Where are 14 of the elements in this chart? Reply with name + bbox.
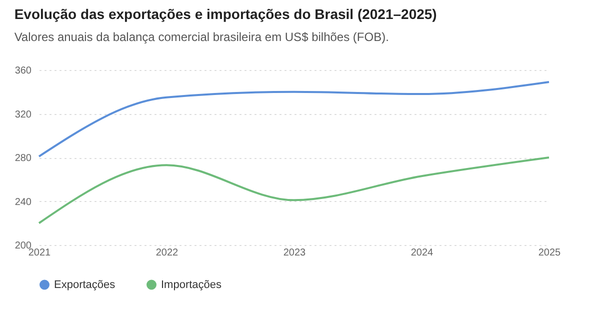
x-tick-label: 2024	[410, 248, 434, 258]
x-tick-label: 2022	[156, 248, 179, 258]
chart-subtitle: Valores anuais da balança comercial brasileira em US$ bilhões (FOB).	[14, 30, 389, 44]
y-tick-label: 320	[14, 109, 32, 120]
chart-title: Evolução das exportações e importações do Brasil (2021–2025)	[14, 6, 437, 22]
legend-label: Importações	[161, 278, 222, 291]
y-tick-label: 280	[14, 153, 32, 164]
line-series	[38, 81, 550, 158]
x-tick-label: 2023	[283, 248, 306, 258]
y-tick-label: 360	[14, 66, 32, 76]
x-tick-label: 2025	[538, 248, 562, 258]
y-tick-label: 240	[14, 196, 32, 208]
line-series	[38, 156, 550, 224]
legend-label: Exportações	[54, 278, 116, 291]
